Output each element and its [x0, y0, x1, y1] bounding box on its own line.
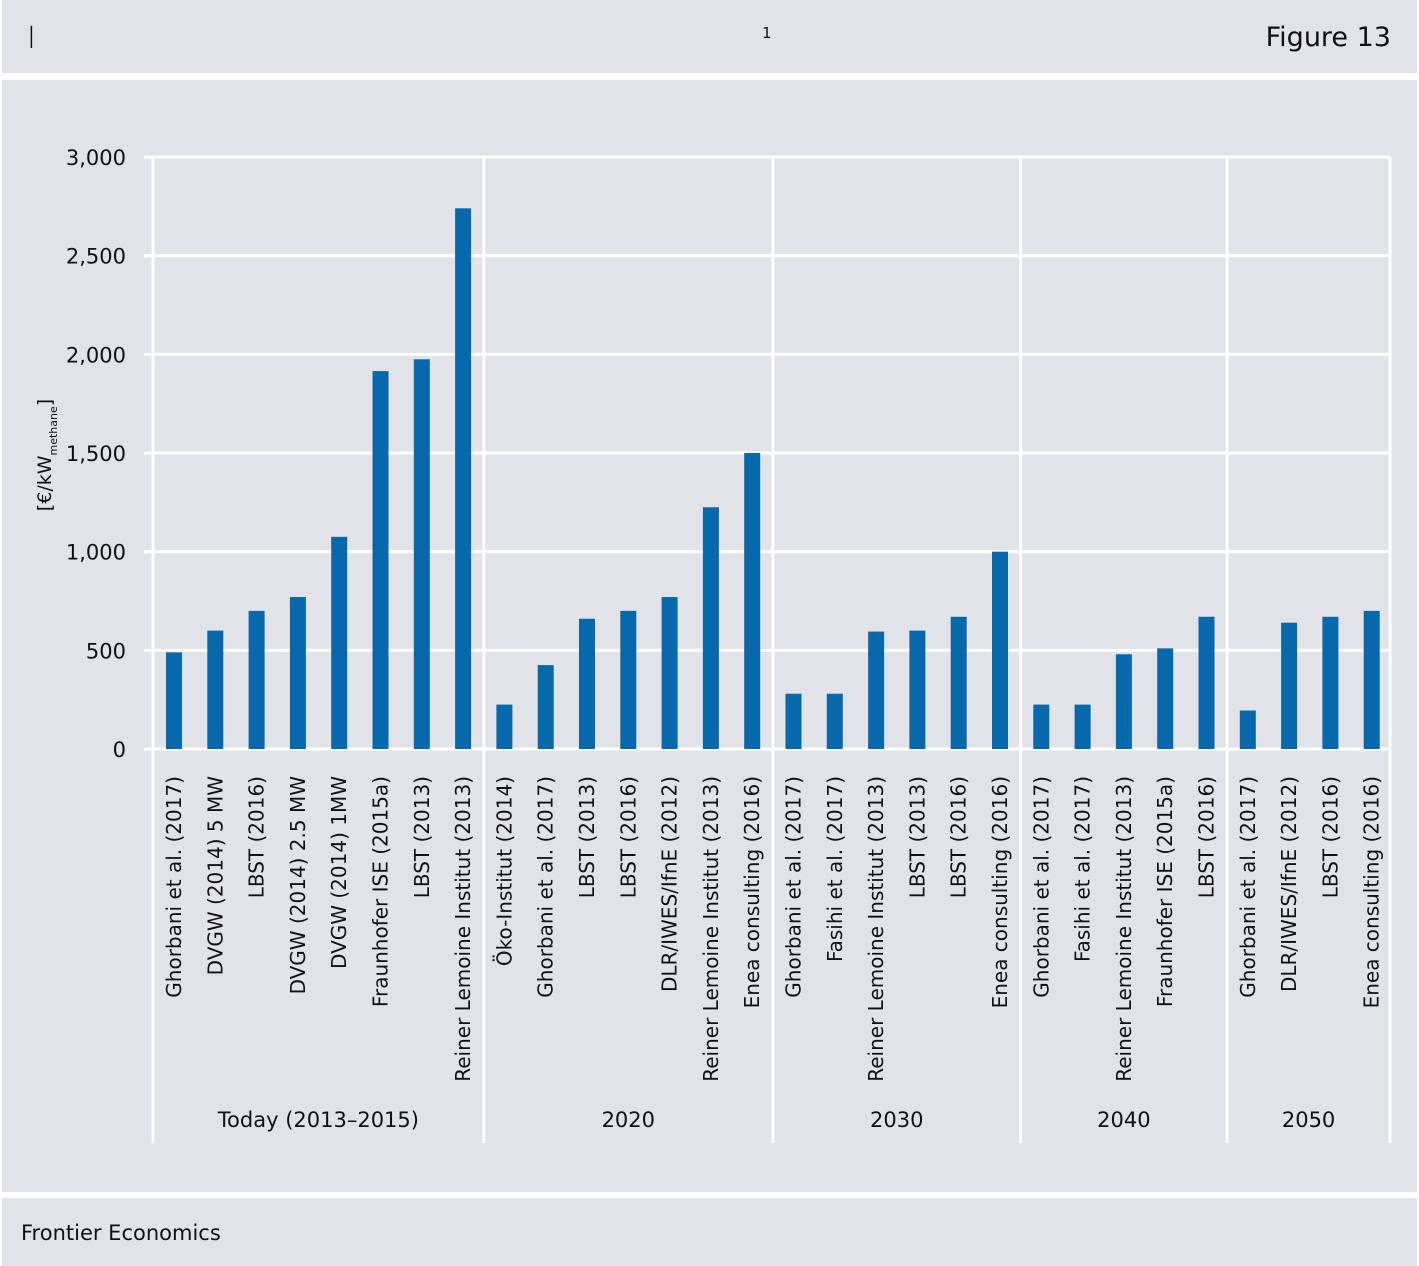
- category-label-0-4: DVGW (2014) 1MW: [327, 776, 351, 969]
- bar-1-2: [579, 618, 595, 749]
- category-label-0-2: LBST (2016): [245, 776, 269, 898]
- header-marker: I: [27, 21, 36, 56]
- figure-title: Figure 13: [1265, 22, 1391, 53]
- bar-3-1: [1074, 704, 1091, 749]
- category-label-0-0: Ghorbani et al. (2017): [162, 776, 186, 998]
- group-label-1: 2020: [602, 1108, 655, 1132]
- bar-3-4: [1198, 616, 1215, 749]
- bar-1-5: [702, 507, 719, 749]
- category-label-0-6: LBST (2013): [410, 776, 434, 898]
- bar-2-1: [826, 693, 843, 749]
- header-band: [2, 0, 1417, 73]
- bar-0-6: [413, 359, 430, 749]
- bar-1-0: [496, 704, 513, 749]
- category-label-3-2: Reiner Lemoine Institut (2013): [1112, 776, 1136, 1082]
- bar-0-1: [207, 630, 224, 749]
- category-label-2-0: Ghorbani et al. (2017): [782, 776, 806, 998]
- category-label-1-6: Enea consulting (2016): [740, 776, 764, 1008]
- footnote-number: 1: [762, 24, 772, 42]
- category-label-0-7: Reiner Lemoine Institut (2013): [451, 776, 475, 1082]
- category-labels: Ghorbani et al. (2017) DVGW (2014) 5 MW LB…: [162, 776, 1384, 1082]
- category-label-2-4: LBST (2016): [947, 776, 971, 898]
- category-label-3-3: Fraunhofer ISE (2015a): [1153, 776, 1177, 1007]
- category-label-2-1: Fasihi et al. (2017): [823, 776, 847, 962]
- y-tick-label-0: 0: [113, 738, 126, 762]
- y-tick-label-1: 500: [86, 639, 126, 663]
- bars: [166, 208, 1380, 750]
- bar-0-0: [166, 652, 182, 749]
- bar-3-3: [1157, 648, 1174, 749]
- category-label-4-0: Ghorbani et al. (2017): [1236, 776, 1260, 998]
- source-label: Frontier Economics: [21, 1221, 221, 1245]
- group-label-3: 2040: [1097, 1108, 1150, 1132]
- y-tick-label-3: 1,500: [66, 442, 126, 466]
- bar-2-4: [950, 616, 967, 749]
- category-label-4-3: Enea consulting (2016): [1360, 776, 1384, 1008]
- category-label-3-4: LBST (2016): [1195, 776, 1219, 898]
- category-label-0-1: DVGW (2014) 5 MW: [203, 776, 227, 976]
- y-tick-label-2: 1,000: [66, 541, 126, 565]
- bar-3-2: [1115, 654, 1132, 749]
- category-label-2-2: Reiner Lemoine Institut (2013): [864, 776, 888, 1082]
- bar-0-7: [455, 208, 472, 750]
- category-label-0-5: Fraunhofer ISE (2015a): [369, 776, 393, 1007]
- category-label-0-3: DVGW (2014) 2.5 MW: [286, 776, 310, 995]
- y-tick-label-4: 2,000: [66, 343, 126, 367]
- bar-1-3: [620, 610, 637, 749]
- y-axis-label-subscript: methane: [47, 406, 60, 455]
- bar-2-2: [868, 631, 885, 749]
- group-label-2: 2030: [870, 1108, 923, 1132]
- gridlines: [144, 155, 1392, 1143]
- bar-4-1: [1281, 622, 1298, 749]
- category-label-2-5: Enea consulting (2016): [988, 776, 1012, 1008]
- category-label-4-2: LBST (2016): [1318, 776, 1342, 898]
- bar-0-3: [289, 597, 306, 749]
- group-labels: Today (2013–2015) 2020 2030 2040 2050: [217, 1108, 1336, 1132]
- category-label-3-1: Fasihi et al. (2017): [1071, 776, 1095, 962]
- bar-2-3: [909, 630, 926, 749]
- bar-4-3: [1363, 610, 1380, 749]
- category-label-1-5: Reiner Lemoine Institut (2013): [699, 776, 723, 1082]
- category-label-1-4: DLR/IWES/IfnE (2012): [658, 776, 682, 992]
- bar-0-5: [372, 371, 389, 749]
- bar-1-1: [537, 665, 554, 749]
- group-label-0: Today (2013–2015): [217, 1108, 419, 1132]
- y-tick-label-5: 2,500: [66, 245, 126, 269]
- bar-0-2: [248, 610, 265, 749]
- y-axis-ticks: 0 500 1,000 1,500 2,000 2,500 3,000: [66, 146, 126, 762]
- bar-3-0: [1033, 704, 1050, 749]
- category-label-1-3: LBST (2016): [616, 776, 640, 898]
- category-label-1-0: Öko-Institut (2014): [492, 776, 516, 966]
- category-label-4-1: DLR/IWES/IfnE (2012): [1277, 776, 1301, 992]
- bar-2-0: [785, 693, 802, 749]
- category-label-2-3: LBST (2013): [905, 776, 929, 898]
- category-label-3-0: Ghorbani et al. (2017): [1029, 776, 1053, 998]
- bar-4-2: [1322, 616, 1339, 749]
- category-label-1-2: LBST (2013): [575, 776, 599, 898]
- y-axis-label: [€/kWmethane]: [34, 399, 60, 511]
- footer-band: [2, 1198, 1417, 1266]
- category-label-1-1: Ghorbani et al. (2017): [534, 776, 558, 998]
- y-tick-label-6: 3,000: [66, 146, 126, 170]
- y-axis-label-prefix: [€/kW: [34, 455, 56, 511]
- group-label-4: 2050: [1282, 1108, 1335, 1132]
- bar-1-4: [661, 597, 678, 749]
- bar-0-4: [331, 536, 348, 749]
- bar-2-5: [992, 551, 1008, 749]
- bar-4-0: [1239, 710, 1256, 749]
- bar-1-6: [744, 453, 761, 749]
- y-axis-label-suffix: ]: [34, 399, 56, 406]
